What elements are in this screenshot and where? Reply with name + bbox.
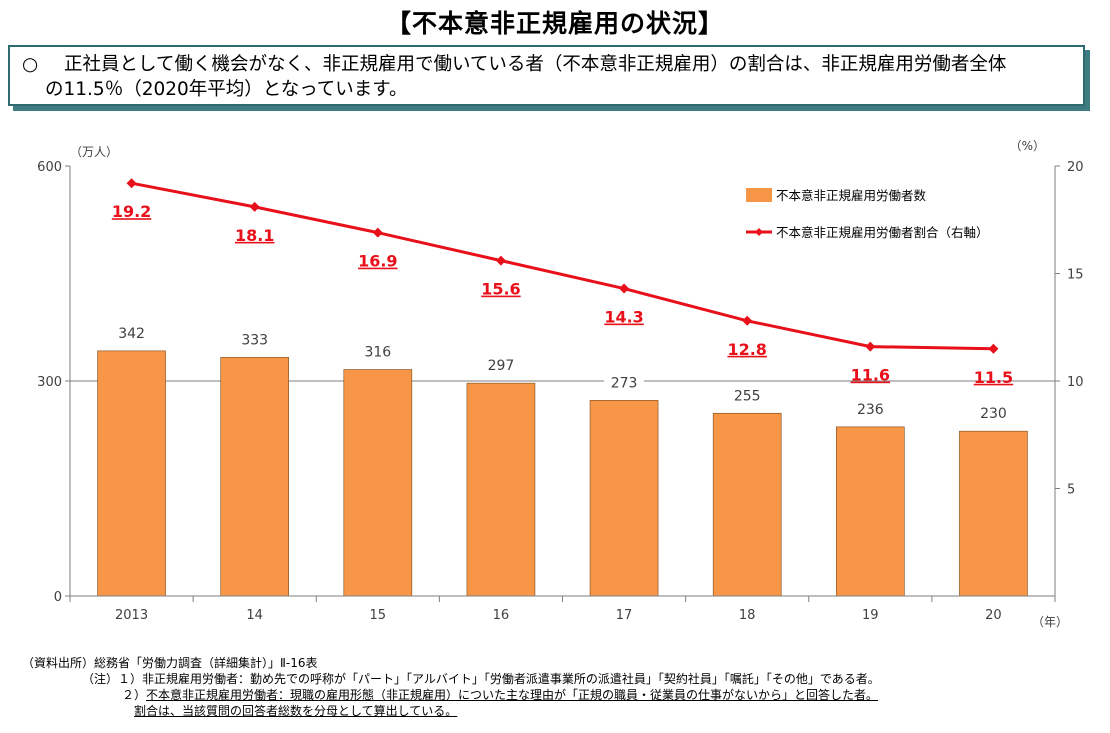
- ratio-marker-18: [742, 315, 753, 326]
- legend-bar-label: 不本意非正規雇用労働者数: [776, 188, 927, 203]
- ratio-line: [131, 181, 994, 351]
- x-tick-label: 15: [370, 608, 387, 623]
- bar-value-label: 230: [980, 406, 1007, 422]
- ratio-value-label: 11.6: [851, 366, 890, 385]
- bar-label-bg: [111, 321, 152, 342]
- right-axis-unit: （%）: [1010, 139, 1045, 153]
- summary-box: ○ 正社員として働く機会がなく、非正規雇用で働いている者（不本意非正規雇用）の割合…: [8, 45, 1085, 106]
- bar-17: [589, 400, 659, 597]
- bar-value-label: 342: [118, 326, 145, 342]
- note-2: ２）不本意非正規雇用労働者：現職の雇用形態（非正規雇用）についた主な理由が「正規…: [22, 687, 1102, 703]
- legend-line-label: 不本意非正規雇用労働者割合（右軸）: [776, 225, 989, 240]
- bar-value-label: 273: [611, 375, 638, 391]
- ratio-marker-19: [865, 341, 876, 352]
- bar-value-label: 316: [364, 345, 391, 361]
- legend-line-marker: [755, 228, 763, 236]
- note-1-prefix: （注）１）: [82, 672, 143, 686]
- left-tick-label: 0: [54, 590, 62, 605]
- source-note: （資料出所）総務省「労働力調査（詳細集計）」Ⅱ-16表: [22, 656, 318, 670]
- note-3-text: 割合は、当該質問の回答者総数を分母として算出している。: [134, 704, 458, 718]
- bar-2013: [97, 350, 166, 597]
- ratio-value-label: 18.1: [235, 226, 274, 245]
- note-3: 割合は、当該質問の回答者総数を分母として算出している。: [22, 703, 1102, 719]
- bar-value-label: 255: [734, 388, 761, 404]
- bar-16: [466, 382, 536, 597]
- chart: 0 300 600 5 10 15 20 2013 14 15 16 17 18 19 20 （万人） （%） （…: [0, 130, 1110, 640]
- bar-value-label: 297: [488, 358, 515, 374]
- left-tick-label: 300: [37, 375, 62, 390]
- ratio-value-label: 12.8: [727, 340, 766, 359]
- x-axis-unit: （年）: [1032, 615, 1068, 629]
- bar-label-bg: [850, 397, 891, 418]
- ratio-marker-20: [988, 343, 999, 354]
- bar-18: [712, 412, 782, 597]
- ratio-value-label: 15.6: [481, 280, 520, 299]
- right-tick-label: 15: [1067, 268, 1084, 283]
- ratio-marker-14: [249, 201, 260, 212]
- summary-text-1: 正社員として働く機会がなく、非正規雇用で働いている者（不本意非正規雇用）の割合は…: [64, 54, 1007, 75]
- bar-label-bg: [234, 328, 275, 349]
- bar-label-bg: [727, 384, 768, 405]
- bar-label-bg: [480, 354, 521, 375]
- x-tick-label: 2013: [115, 608, 148, 623]
- x-tick-label: 17: [616, 608, 633, 623]
- note-1-text: 非正規雇用労働者：勤め先での呼称が「パート」「アルバイト」「労働者派遣事業所の派…: [142, 672, 880, 686]
- ratio-value-label: 11.5: [974, 368, 1013, 387]
- bar-value-label: 333: [241, 332, 268, 348]
- bar-label-bg: [357, 340, 398, 361]
- ratio-value-label: 19.2: [112, 202, 151, 221]
- bar-label-bg: [973, 402, 1014, 423]
- left-tick-label: 600: [37, 160, 62, 175]
- x-tick-label: 16: [493, 608, 510, 623]
- ratio-marker-15: [372, 227, 383, 238]
- ratio-marker-16: [495, 255, 506, 266]
- notes: （資料出所）総務省「労働力調査（詳細集計）」Ⅱ-16表 （注）１）非正規雇用労働…: [22, 655, 1102, 719]
- x-tick-label: 18: [739, 608, 756, 623]
- bar-19: [836, 426, 905, 597]
- ratio-marker-2013: [126, 178, 137, 189]
- left-axis-unit: （万人）: [70, 145, 118, 159]
- legend-bar-swatch: [746, 188, 772, 202]
- bar-14: [220, 357, 289, 597]
- page-title: 【不本意非正規雇用の状況】: [385, 9, 724, 38]
- x-tick-label: 14: [246, 608, 263, 623]
- right-tick-label: 5: [1067, 483, 1075, 498]
- note-1: （注）１）非正規雇用労働者：勤め先での呼称が「パート」「アルバイト」「労働者派遣…: [22, 671, 1102, 687]
- bar-15: [343, 369, 413, 597]
- ratio-value-label: 16.9: [358, 252, 397, 271]
- ratio-value-label: 14.3: [604, 308, 643, 327]
- right-tick-label: 20: [1067, 160, 1084, 175]
- right-tick-label: 10: [1067, 375, 1084, 390]
- summary-line-2: の11.5％（2020年平均）となっています。: [45, 79, 408, 100]
- summary-line-1: ○ 正社員として働く機会がなく、非正規雇用で働いている者（不本意非正規雇用）の割合…: [22, 52, 1073, 77]
- note-2-prefix: ２）: [122, 688, 147, 702]
- ratio-marker-17: [619, 283, 630, 294]
- x-tick-label: 19: [862, 608, 879, 623]
- note-2-text: 不本意非正規雇用労働者：現職の雇用形態（非正規雇用）についた主な理由が「正規の職…: [146, 688, 879, 702]
- bar-20: [959, 430, 1028, 597]
- x-tick-label: 20: [985, 608, 1002, 623]
- chart-svg: 0 300 600 5 10 15 20 2013 14 15 16 17 18 19 20 （万人） （%） （…: [37, 139, 1084, 629]
- bullet-circle-icon: ○: [22, 54, 39, 75]
- bar-value-label: 236: [857, 402, 884, 418]
- bar-label-bg: [604, 371, 645, 392]
